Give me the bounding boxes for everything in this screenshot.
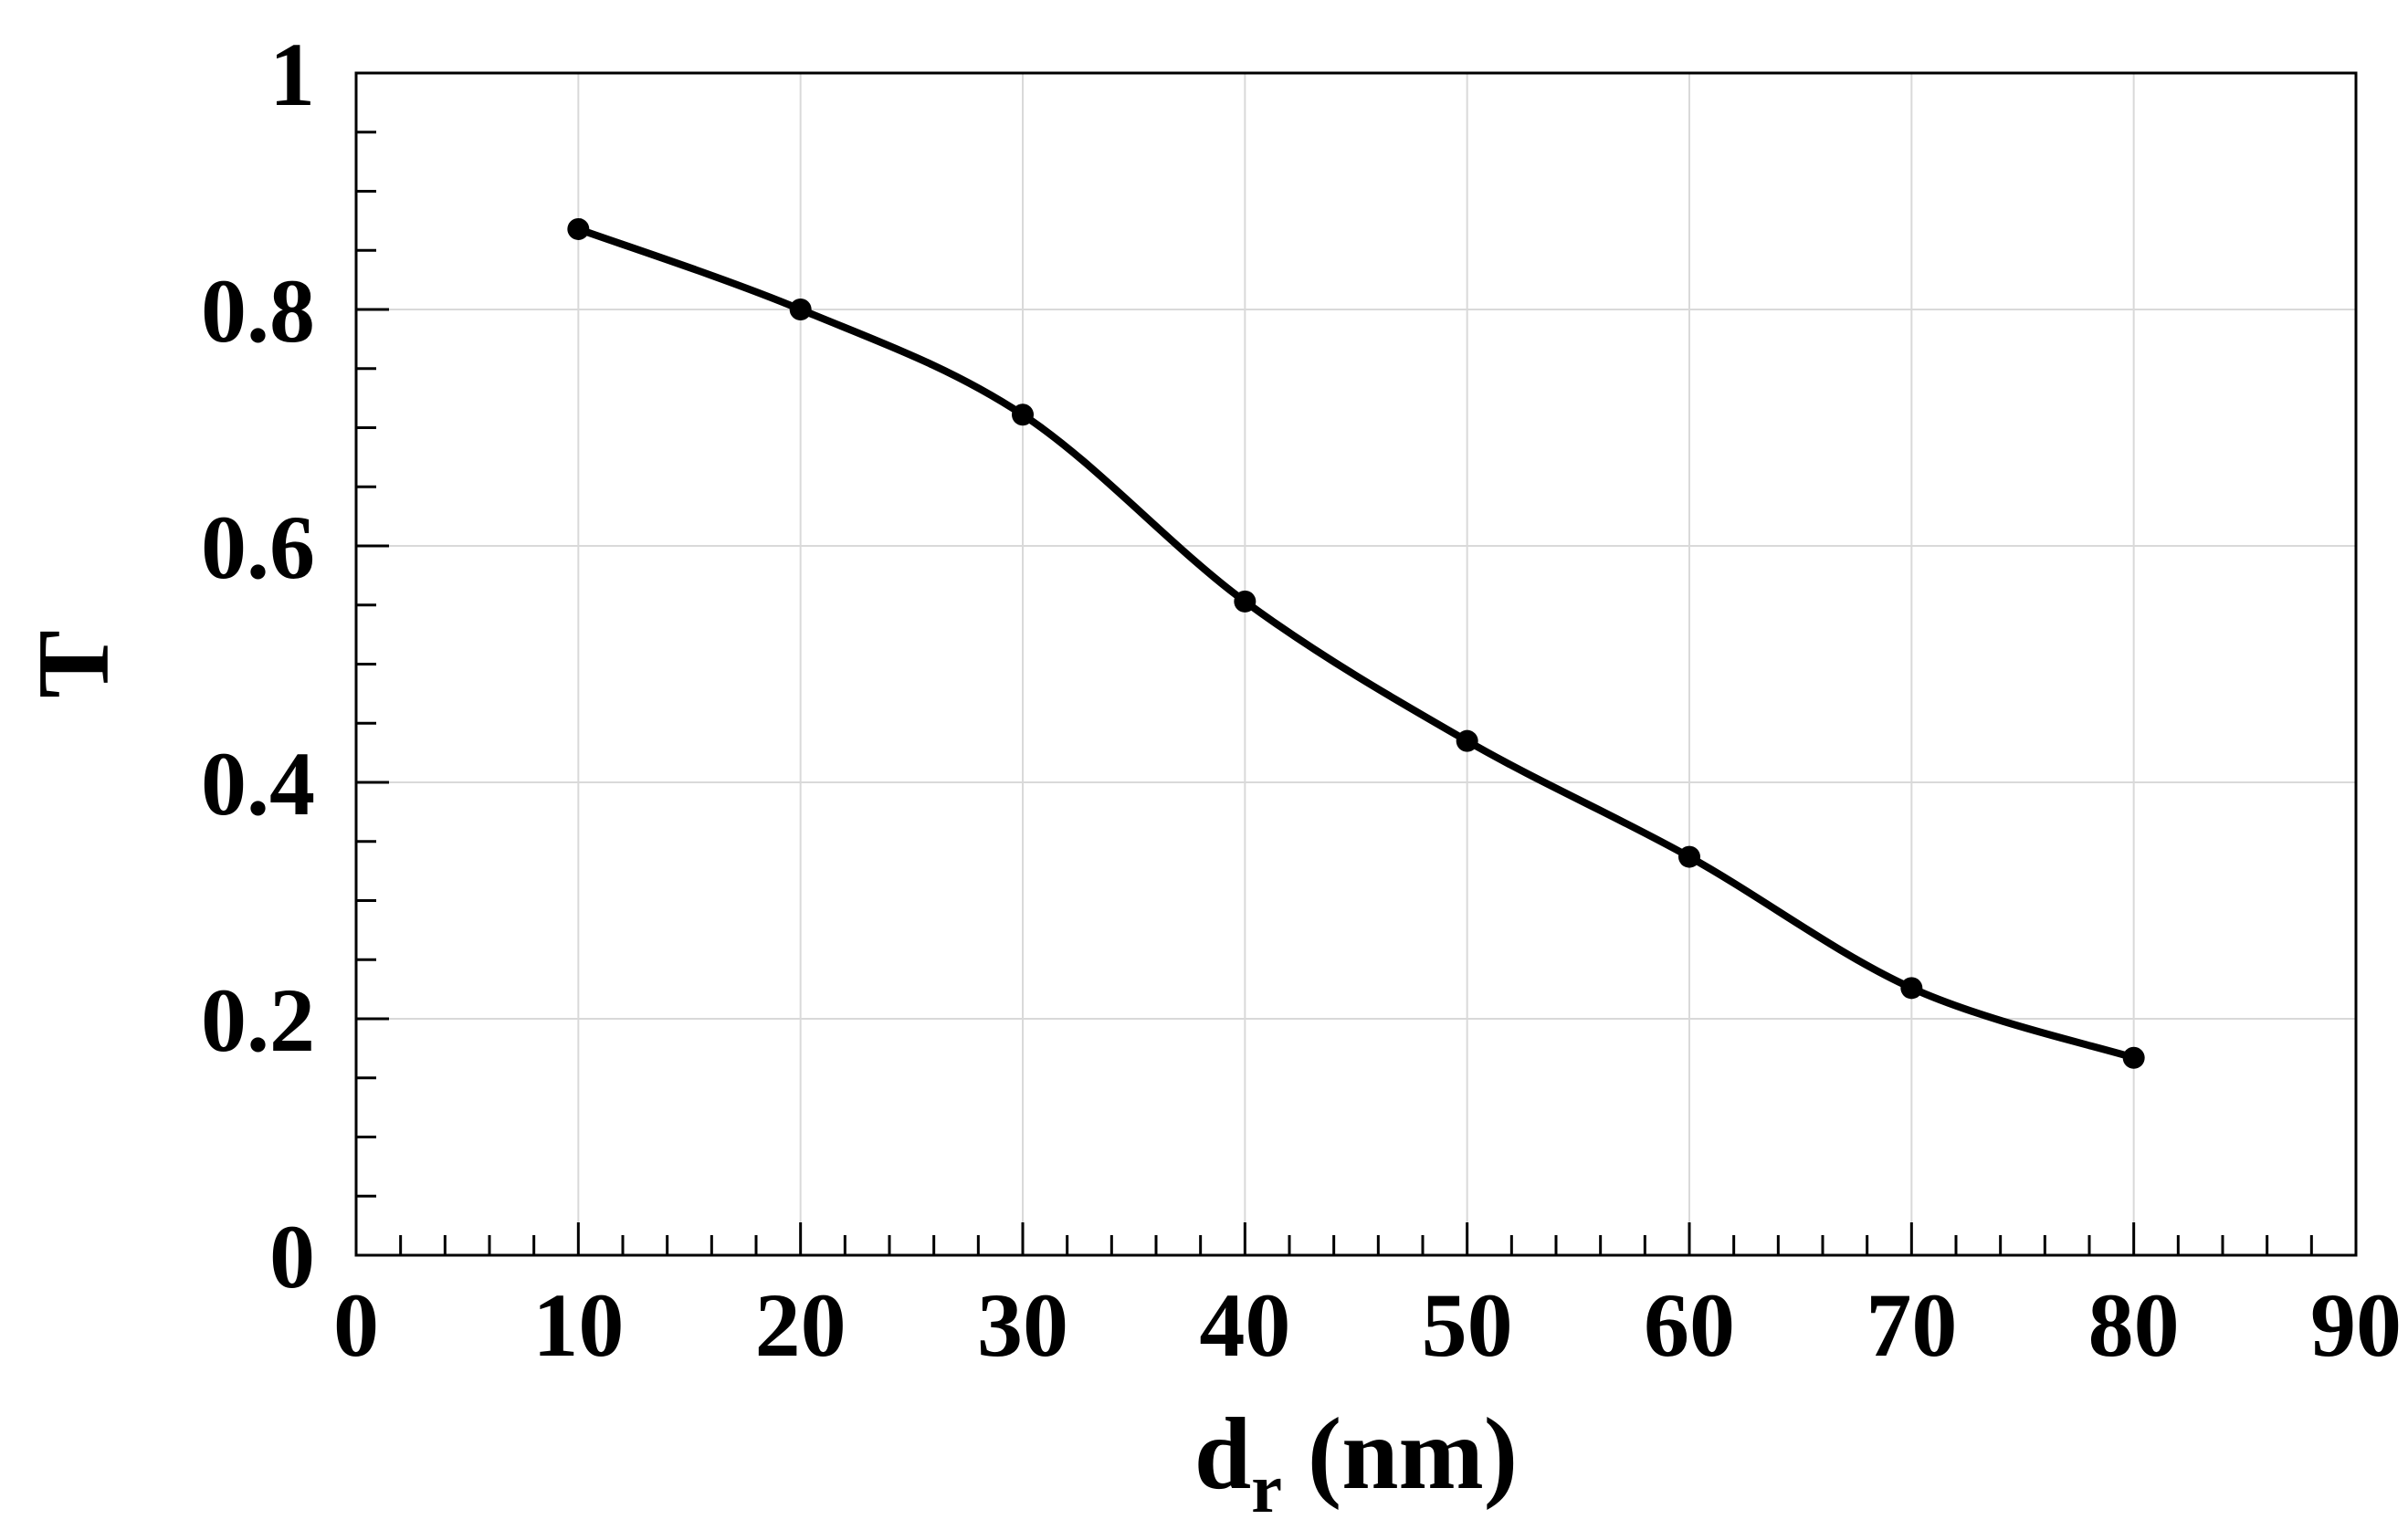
y-axis-title: T <box>17 630 131 698</box>
data-point <box>2122 1046 2145 1069</box>
x-tick-label: 0 <box>333 1274 379 1376</box>
data-point <box>1678 845 1700 868</box>
x-tick-label: 90 <box>2310 1274 2402 1376</box>
data-point <box>789 299 812 320</box>
x-axis-title-main: d <box>1194 1398 1251 1511</box>
x-tick-label: 30 <box>977 1274 1068 1376</box>
x-tick-label: 60 <box>1644 1274 1735 1376</box>
y-tick-label: 0 <box>269 1206 315 1307</box>
x-tick-label: 50 <box>1422 1274 1513 1376</box>
x-tick-label: 20 <box>755 1274 846 1376</box>
x-axis-title-unit: (nm) <box>1282 1398 1518 1511</box>
data-point <box>1234 590 1257 613</box>
y-tick-label: 0.8 <box>201 260 315 362</box>
data-points <box>567 217 2145 1069</box>
minor-ticks <box>356 131 2313 1255</box>
x-tick-label: 10 <box>532 1274 624 1376</box>
y-tick-label: 0.6 <box>201 497 315 598</box>
y-tick-label: 1 <box>269 24 315 125</box>
y-tick-label: 0.4 <box>201 733 315 834</box>
data-point <box>567 217 590 240</box>
series-line <box>574 225 2138 1062</box>
grid-lines <box>356 73 2356 1255</box>
y-tick-labels: 0 0.2 0.4 0.6 0.8 1 <box>201 24 315 1307</box>
x-tick-labels: 0 10 20 30 40 50 60 70 80 90 <box>333 1274 2402 1376</box>
x-tick-label: 70 <box>1866 1274 1957 1376</box>
data-point <box>1012 403 1034 426</box>
x-axis-title: dr (nm) <box>1194 1398 1518 1527</box>
y-tick-label: 0.2 <box>201 969 315 1071</box>
x-tick-label: 80 <box>2088 1274 2180 1376</box>
x-tick-label: 40 <box>1199 1274 1290 1376</box>
data-point <box>1900 977 1923 1000</box>
data-point <box>1456 729 1478 752</box>
plot-frame <box>354 71 2358 1257</box>
x-axis-title-subscript: r <box>1251 1451 1282 1527</box>
